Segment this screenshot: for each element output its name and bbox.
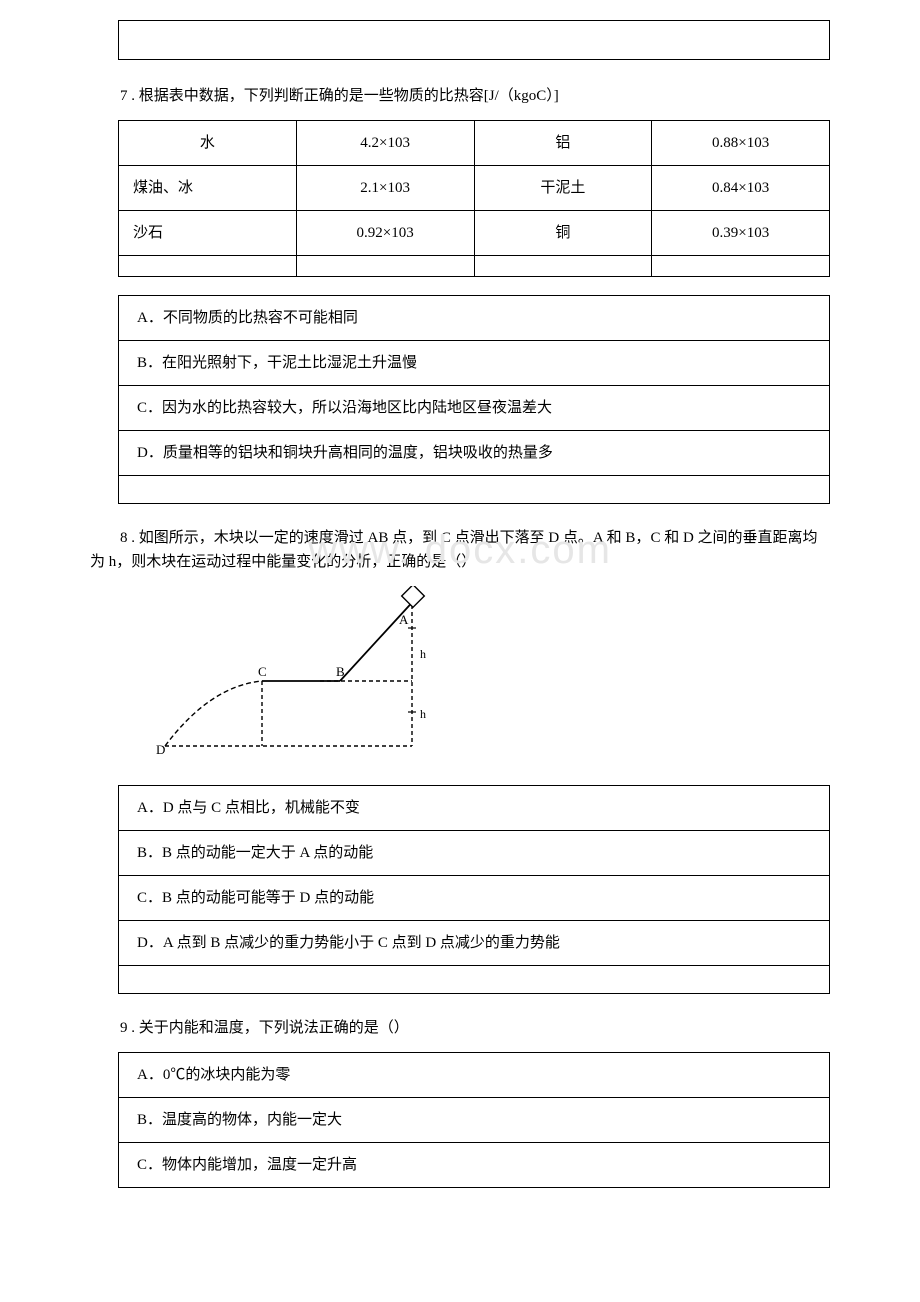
option-b: B．B 点的动能一定大于 A 点的动能 [119, 831, 830, 876]
cell-value: 2.1×103 [296, 166, 474, 211]
cell-value: 0.39×103 [652, 211, 830, 256]
cell-substance: 铝 [474, 121, 652, 166]
option-a: A．不同物质的比热容不可能相同 [119, 296, 830, 341]
option-b: B．在阳光照射下，干泥土比湿泥土升温慢 [119, 341, 830, 386]
table-row: A．不同物质的比热容不可能相同 [119, 296, 830, 341]
label-h2: h [420, 707, 426, 721]
table-row: 煤油、冰 2.1×103 干泥土 0.84×103 [119, 166, 830, 211]
q9-prompt: 9 . 关于内能和温度，下列说法正确的是（） [90, 1016, 830, 1040]
option-c: C．因为水的比热容较大，所以沿海地区比内陆地区昼夜温差大 [119, 386, 830, 431]
option-a: A．0℃的冰块内能为零 [119, 1053, 830, 1098]
label-a: A [399, 612, 409, 627]
table-row [119, 256, 830, 277]
table-row: B．在阳光照射下，干泥土比湿泥土升温慢 [119, 341, 830, 386]
physics-diagram-icon: A B C D h h [150, 586, 440, 761]
cell-value: 4.2×103 [296, 121, 474, 166]
label-h1: h [420, 647, 426, 661]
option-d: D．A 点到 B 点减少的重力势能小于 C 点到 D 点减少的重力势能 [119, 921, 830, 966]
cell-substance [474, 256, 652, 277]
table-row: A．0℃的冰块内能为零 [119, 1053, 830, 1098]
cell-substance [119, 256, 297, 277]
option-d: D．质量相等的铝块和铜块升高相同的温度，铝块吸收的热量多 [119, 431, 830, 476]
label-c: C [258, 664, 267, 679]
cell-value [652, 256, 830, 277]
leading-empty-box [118, 20, 830, 60]
table-row: D．质量相等的铝块和铜块升高相同的温度，铝块吸收的热量多 [119, 431, 830, 476]
table-row: B．B 点的动能一定大于 A 点的动能 [119, 831, 830, 876]
blank-row [119, 966, 830, 994]
table-row [119, 476, 830, 504]
label-d: D [156, 742, 165, 757]
q8-prompt: 8 . 如图所示，木块以一定的速度滑过 AB 点，到 C 点滑出下落至 D 点。… [90, 526, 830, 574]
option-c: C．B 点的动能可能等于 D 点的动能 [119, 876, 830, 921]
q7-data-table: 水 4.2×103 铝 0.88×103 煤油、冰 2.1×103 干泥土 0.… [118, 120, 830, 277]
cell-value: 0.88×103 [652, 121, 830, 166]
blank-row [119, 476, 830, 504]
table-row: B．温度高的物体，内能一定大 [119, 1098, 830, 1143]
table-row: D．A 点到 B 点减少的重力势能小于 C 点到 D 点减少的重力势能 [119, 921, 830, 966]
cell-value: 0.84×103 [652, 166, 830, 211]
cell-substance: 沙石 [119, 211, 297, 256]
cell-substance: 干泥土 [474, 166, 652, 211]
table-row: C．B 点的动能可能等于 D 点的动能 [119, 876, 830, 921]
q7-options-table: A．不同物质的比热容不可能相同 B．在阳光照射下，干泥土比湿泥土升温慢 C．因为… [118, 295, 830, 504]
table-row: C．物体内能增加，温度一定升高 [119, 1143, 830, 1188]
q8-options-table: A．D 点与 C 点相比，机械能不变 B．B 点的动能一定大于 A 点的动能 C… [118, 785, 830, 994]
table-row [119, 966, 830, 994]
option-c: C．物体内能增加，温度一定升高 [119, 1143, 830, 1188]
cell-substance: 水 [119, 121, 297, 166]
option-b: B．温度高的物体，内能一定大 [119, 1098, 830, 1143]
table-row: 水 4.2×103 铝 0.88×103 [119, 121, 830, 166]
cell-value [296, 256, 474, 277]
q7-prompt: 7 . 根据表中数据，下列判断正确的是一些物质的比热容[J/（kgoC）] [90, 84, 830, 108]
cell-substance: 铜 [474, 211, 652, 256]
option-a: A．D 点与 C 点相比，机械能不变 [119, 786, 830, 831]
cell-value: 0.92×103 [296, 211, 474, 256]
label-b: B [336, 664, 345, 679]
q9-options-table: A．0℃的冰块内能为零 B．温度高的物体，内能一定大 C．物体内能增加，温度一定… [118, 1052, 830, 1188]
table-row: C．因为水的比热容较大，所以沿海地区比内陆地区昼夜温差大 [119, 386, 830, 431]
table-row: A．D 点与 C 点相比，机械能不变 [119, 786, 830, 831]
table-row: 沙石 0.92×103 铜 0.39×103 [119, 211, 830, 256]
cell-substance: 煤油、冰 [119, 166, 297, 211]
q8-figure: A B C D h h [150, 586, 830, 769]
